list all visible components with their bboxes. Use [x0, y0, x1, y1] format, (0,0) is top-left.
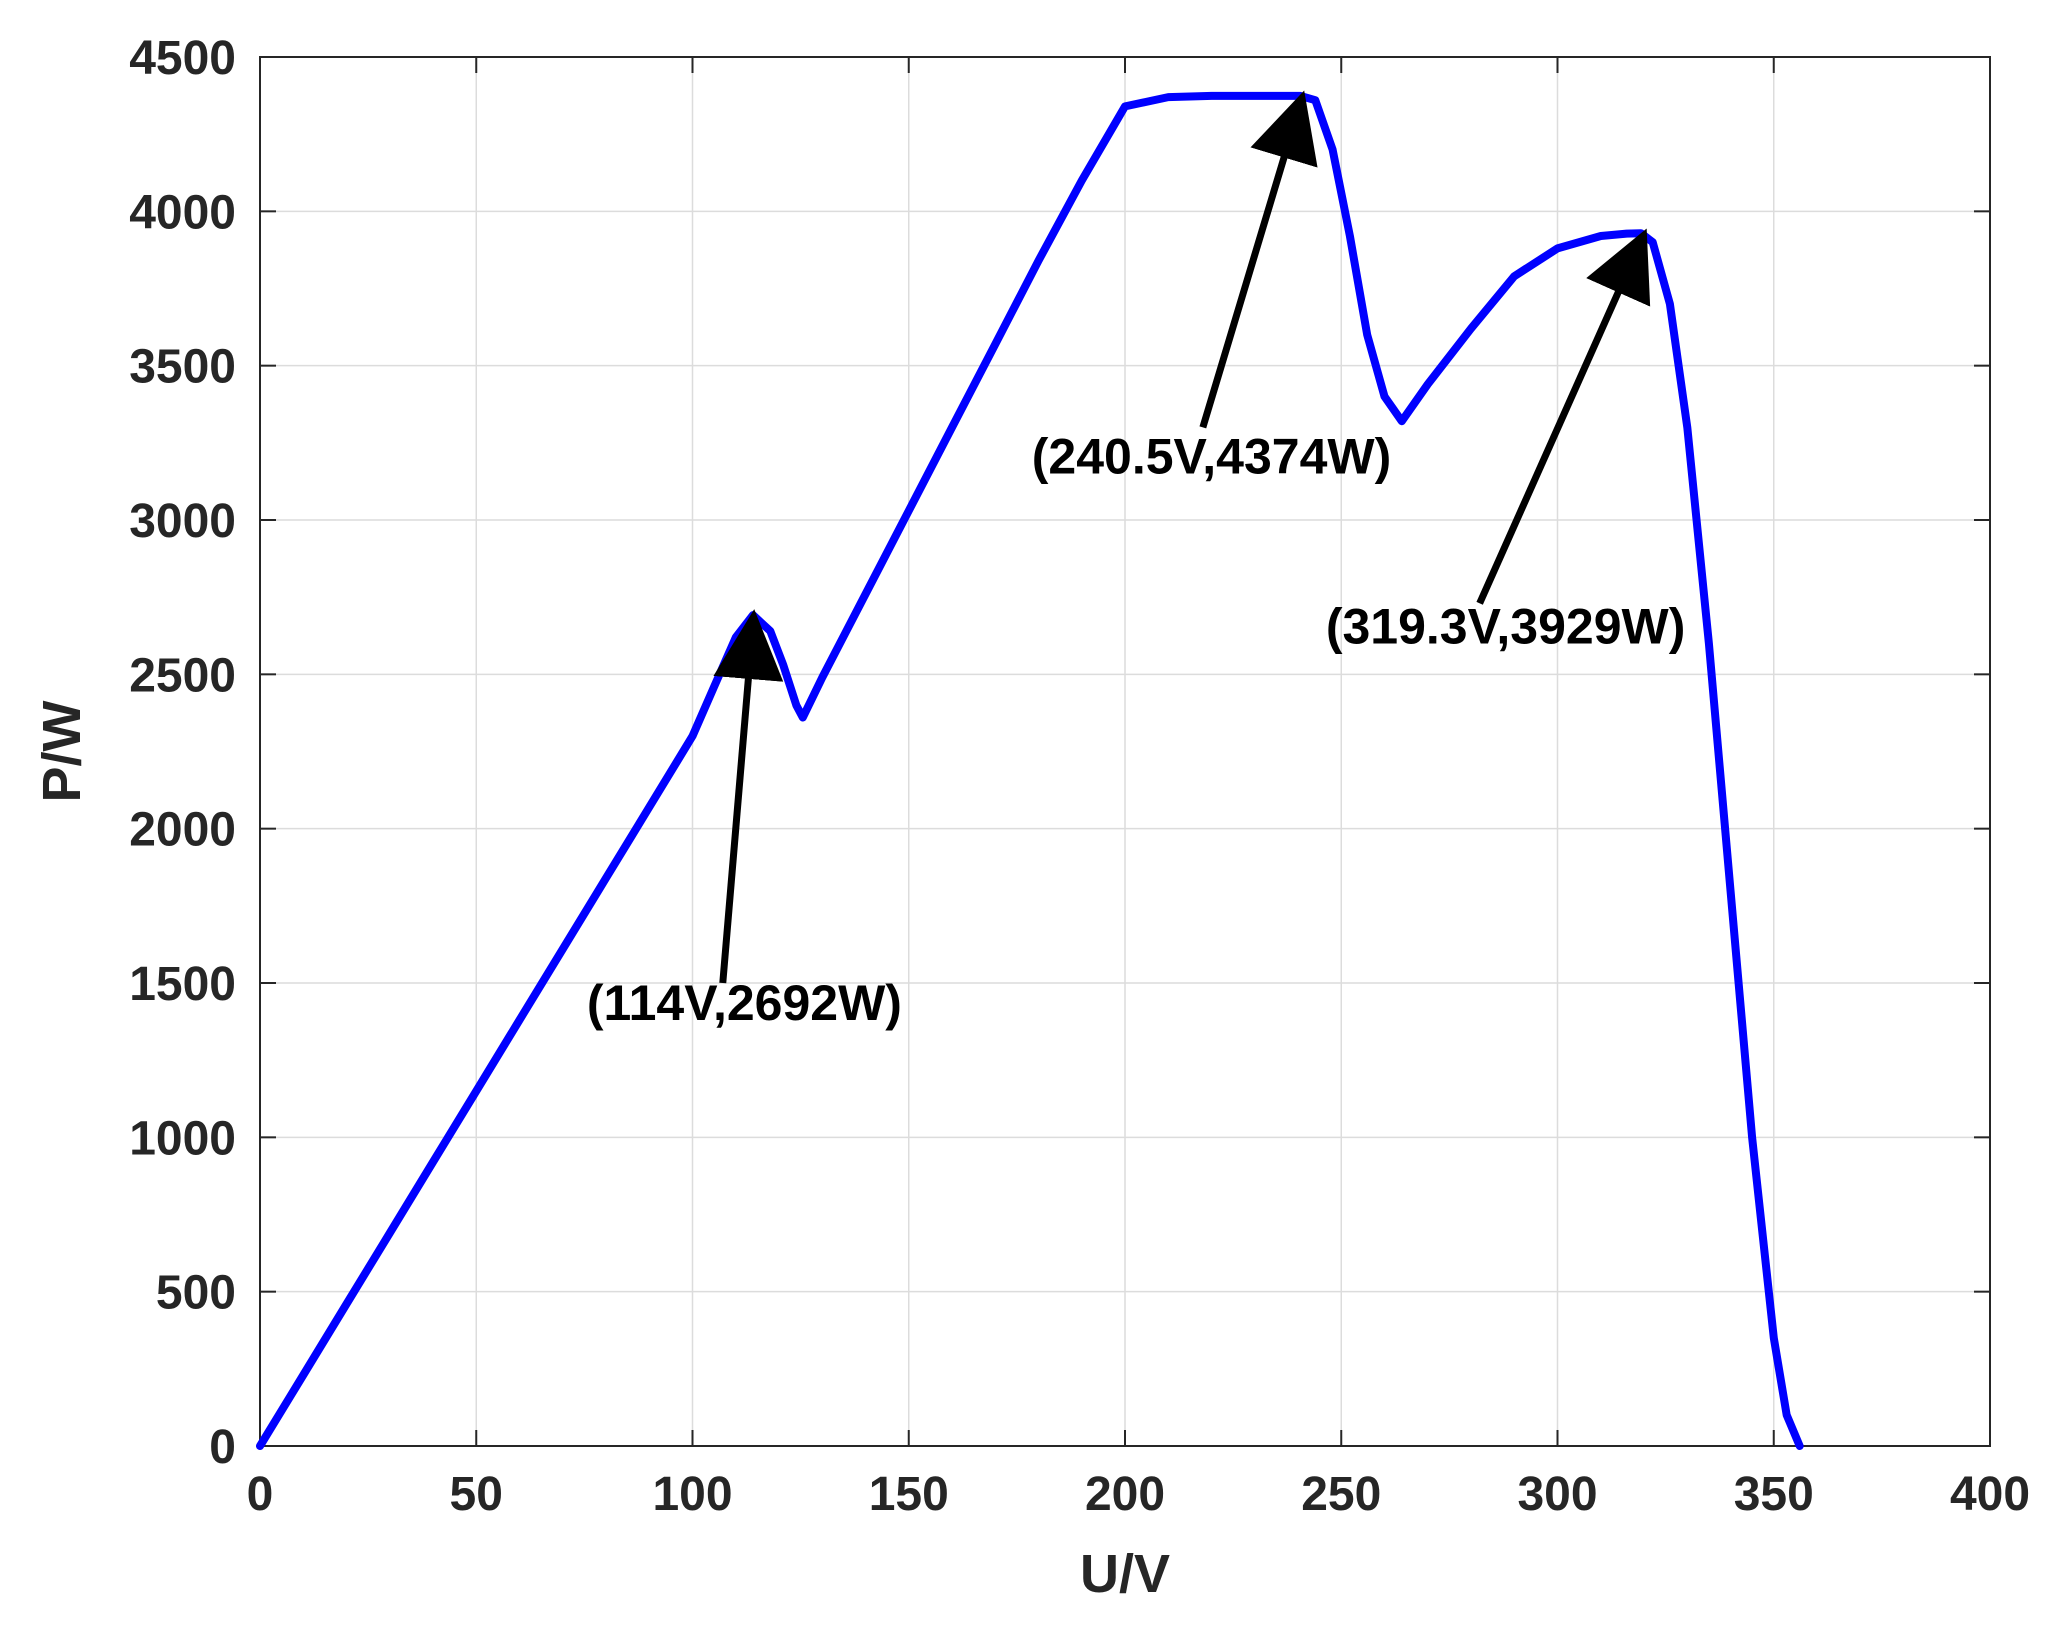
- y-tick-label: 2000: [129, 804, 236, 857]
- x-tick-label: 300: [1517, 1468, 1597, 1521]
- annotation-label: (319.3V,3929W): [1326, 598, 1686, 654]
- y-tick-label: 4500: [129, 32, 236, 85]
- annotation-label: (114V,2692W): [587, 975, 902, 1031]
- grid-layer: [260, 57, 1990, 1446]
- y-tick-label: 1500: [129, 958, 236, 1011]
- x-tick-label: 400: [1950, 1468, 2030, 1521]
- annotation-arrow: [1199, 90, 1318, 429]
- x-tick-label: 250: [1301, 1468, 1381, 1521]
- annotation-arrow: [1476, 228, 1651, 605]
- x-tick-label: 50: [450, 1468, 503, 1521]
- x-tick-label: 150: [869, 1468, 949, 1521]
- x-tick-label: 100: [652, 1468, 732, 1521]
- x-tick-label: 0: [247, 1468, 274, 1521]
- x-axis-label: U/V: [1080, 1544, 1170, 1604]
- y-tick-label: 3500: [129, 341, 236, 394]
- annotation-arrow: [713, 609, 784, 984]
- y-tick-label: 4000: [129, 186, 236, 239]
- y-tick-label: 500: [156, 1267, 236, 1320]
- x-tick-label: 350: [1734, 1468, 1814, 1521]
- y-tick-label: 2500: [129, 649, 236, 702]
- series-line: [256, 91, 1804, 1450]
- y-tick-label: 0: [209, 1421, 236, 1474]
- annotation-layer: (114V,2692W) (240.5V,4374W) (319.3V,3929W): [587, 90, 1686, 1031]
- y-tick-label: 3000: [129, 495, 236, 548]
- annotation-label: (240.5V,4374W): [1032, 429, 1392, 485]
- x-tick-label: 200: [1085, 1468, 1165, 1521]
- y-axis-label: P/W: [32, 700, 92, 802]
- series-layer: [256, 91, 1804, 1450]
- y-tick-label: 1000: [129, 1112, 236, 1165]
- tick-layer: 0 50 100 150 200 250 300 350 4000500100015002000…: [129, 32, 2030, 1521]
